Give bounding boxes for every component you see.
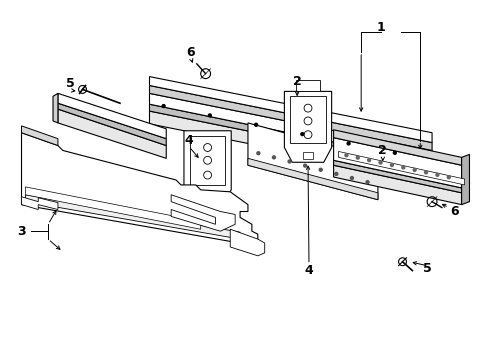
Circle shape [288,160,291,163]
Polygon shape [190,136,225,185]
Polygon shape [290,96,326,143]
Polygon shape [25,195,240,239]
Circle shape [345,154,348,157]
Text: 1: 1 [376,21,385,34]
Circle shape [368,159,370,162]
Polygon shape [284,91,332,162]
Polygon shape [296,80,320,91]
Polygon shape [248,158,378,200]
Text: 2: 2 [378,144,387,157]
Text: 2: 2 [293,75,301,88]
Polygon shape [303,152,313,159]
Polygon shape [334,165,462,204]
Circle shape [162,105,165,108]
Circle shape [272,156,275,159]
Polygon shape [22,126,58,145]
Polygon shape [334,138,462,188]
Polygon shape [149,77,432,143]
Circle shape [391,163,393,166]
Text: 4: 4 [305,264,314,277]
Polygon shape [334,160,462,193]
Polygon shape [58,103,166,145]
Circle shape [424,171,428,174]
Circle shape [208,114,211,117]
Polygon shape [230,229,265,256]
Text: 3: 3 [17,225,26,238]
Polygon shape [149,111,432,180]
Polygon shape [25,187,201,229]
Circle shape [301,132,304,136]
Circle shape [436,173,439,176]
Polygon shape [149,104,432,168]
Polygon shape [339,152,465,185]
Circle shape [347,142,350,145]
Polygon shape [22,133,258,247]
Polygon shape [149,85,432,150]
Circle shape [350,176,353,180]
Text: 6: 6 [187,45,195,59]
Polygon shape [462,154,469,204]
Circle shape [393,151,396,154]
Circle shape [356,156,359,159]
Circle shape [335,172,338,175]
Circle shape [304,164,307,167]
Circle shape [319,168,322,171]
Circle shape [413,168,416,171]
Circle shape [447,176,450,179]
Polygon shape [171,195,235,231]
Polygon shape [334,130,462,165]
Text: 5: 5 [423,262,432,275]
Polygon shape [58,93,166,139]
Text: 6: 6 [450,205,459,218]
Circle shape [257,152,260,155]
Circle shape [379,161,382,164]
Polygon shape [22,197,58,210]
Polygon shape [248,123,378,200]
Polygon shape [53,93,58,123]
Polygon shape [58,109,166,158]
Polygon shape [184,131,231,204]
Polygon shape [149,93,432,162]
Polygon shape [203,195,213,202]
Text: 5: 5 [66,77,75,90]
Circle shape [366,181,369,184]
Text: 4: 4 [185,134,193,147]
Circle shape [402,166,405,169]
Circle shape [255,123,258,126]
